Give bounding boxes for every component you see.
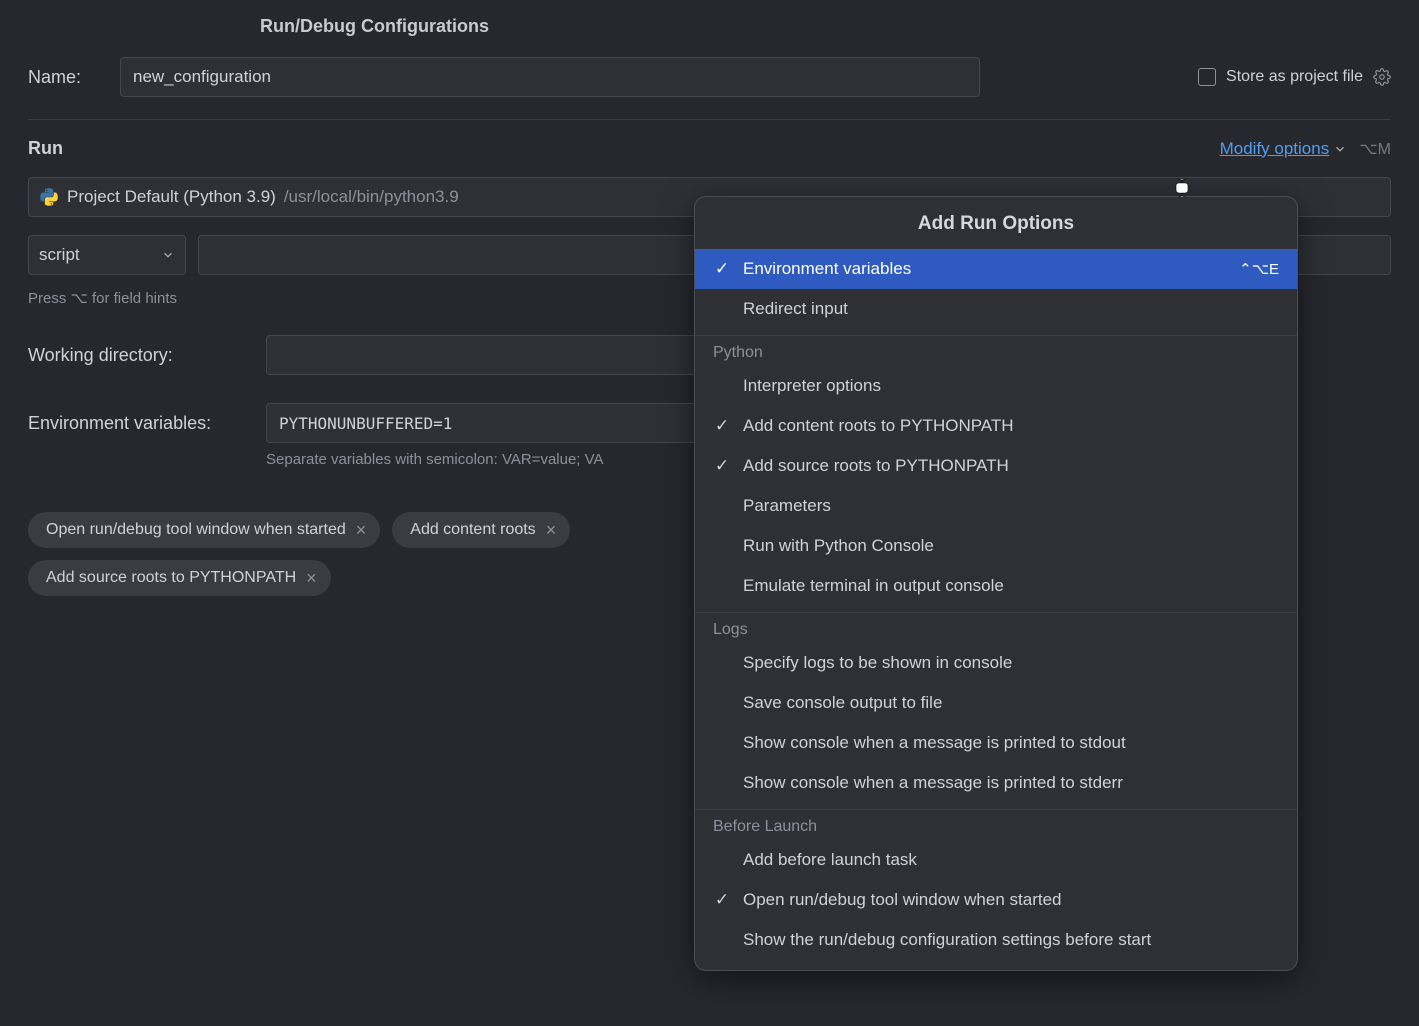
env-vars-label: Environment variables: bbox=[28, 413, 266, 434]
popup-item[interactable]: Show console when a message is printed t… bbox=[695, 723, 1297, 763]
cursor-icon bbox=[1172, 176, 1192, 203]
popup-item-label: Parameters bbox=[743, 496, 831, 516]
script-type-dropdown[interactable]: script bbox=[28, 235, 186, 275]
modify-options-link[interactable]: Modify options bbox=[1220, 139, 1348, 159]
popup-item[interactable]: Run with Python Console bbox=[695, 526, 1297, 566]
chevron-down-icon bbox=[161, 248, 175, 262]
chip-label: Open run/debug tool window when started bbox=[46, 521, 346, 539]
popup-item-label: Save console output to file bbox=[743, 693, 942, 713]
popup-item[interactable]: ✓ Add source roots to PYTHONPATH bbox=[695, 446, 1297, 486]
popup-item-label: Show console when a message is printed t… bbox=[743, 733, 1126, 753]
name-label: Name: bbox=[28, 67, 120, 88]
working-dir-label: Working directory: bbox=[28, 345, 266, 366]
popup-item-label: Specify logs to be shown in console bbox=[743, 653, 1012, 673]
popup-item[interactable]: Add before launch task bbox=[695, 840, 1297, 880]
popup-item-shortcut: ⌃⌥E bbox=[1239, 260, 1279, 278]
env-vars-input[interactable]: PYTHONUNBUFFERED=1 bbox=[266, 403, 706, 443]
working-dir-input[interactable] bbox=[266, 335, 706, 375]
name-input-value: new_configuration bbox=[133, 67, 271, 87]
store-project-label: Store as project file bbox=[1226, 68, 1363, 86]
popup-item[interactable]: Parameters bbox=[695, 486, 1297, 526]
gear-icon[interactable] bbox=[1373, 68, 1391, 86]
popup-item-label: Add source roots to PYTHONPATH bbox=[743, 456, 1009, 476]
name-input[interactable]: new_configuration bbox=[120, 57, 980, 97]
popup-item-label: Add before launch task bbox=[743, 850, 917, 870]
dialog-title: Run/Debug Configurations bbox=[0, 0, 1419, 57]
chip-2[interactable]: Add source roots to PYTHONPATH × bbox=[28, 560, 331, 596]
popup-item[interactable]: Show the run/debug configuration setting… bbox=[695, 920, 1297, 960]
popup-item[interactable]: Interpreter options bbox=[695, 366, 1297, 406]
check-icon: ✓ bbox=[713, 416, 731, 436]
check-icon: ✓ bbox=[713, 259, 731, 279]
popup-item-label: Add content roots to PYTHONPATH bbox=[743, 416, 1014, 436]
chip-label: Add content roots bbox=[410, 521, 535, 539]
check-icon: ✓ bbox=[713, 890, 731, 910]
run-section-title: Run bbox=[28, 138, 63, 159]
chip-1[interactable]: Add content roots × bbox=[392, 512, 570, 548]
popup-item[interactable]: Show console when a message is printed t… bbox=[695, 763, 1297, 803]
separator bbox=[28, 119, 1391, 120]
popup-item[interactable]: Redirect input bbox=[695, 289, 1297, 329]
store-project-checkbox[interactable] bbox=[1198, 68, 1216, 86]
check-icon: ✓ bbox=[713, 456, 731, 476]
popup-item-label: Emulate terminal in output console bbox=[743, 576, 1004, 596]
popup-section-header: Logs bbox=[695, 612, 1297, 643]
env-vars-value: PYTHONUNBUFFERED=1 bbox=[279, 414, 452, 433]
chip-label: Add source roots to PYTHONPATH bbox=[46, 569, 296, 587]
popup-item[interactable]: ✓ Open run/debug tool window when started bbox=[695, 880, 1297, 920]
popup-item[interactable]: Save console output to file bbox=[695, 683, 1297, 723]
popup-item-label: Show console when a message is printed t… bbox=[743, 773, 1123, 793]
popup-section-header: Python bbox=[695, 335, 1297, 366]
popup-item-label: Show the run/debug configuration setting… bbox=[743, 930, 1151, 950]
popup-item[interactable]: ✓ Environment variables ⌃⌥E bbox=[695, 249, 1297, 289]
option-chips: Open run/debug tool window when started ×… bbox=[28, 512, 688, 596]
popup-item-label: Open run/debug tool window when started bbox=[743, 890, 1061, 910]
modify-options-label: Modify options bbox=[1220, 139, 1330, 159]
popup-item-label: Redirect input bbox=[743, 299, 848, 319]
popup-item[interactable]: Specify logs to be shown in console bbox=[695, 643, 1297, 683]
interpreter-name: Project Default (Python 3.9) bbox=[67, 187, 276, 207]
close-icon[interactable]: × bbox=[306, 569, 317, 587]
script-type-label: script bbox=[39, 245, 80, 265]
add-run-options-popup: Add Run Options ✓ Environment variables ⌃⌥… bbox=[694, 196, 1298, 971]
modify-options-shortcut: ⌥M bbox=[1359, 139, 1391, 159]
python-icon bbox=[39, 187, 59, 207]
popup-item-label: Run with Python Console bbox=[743, 536, 934, 556]
interpreter-path: /usr/local/bin/python3.9 bbox=[284, 187, 459, 207]
chevron-down-icon bbox=[1333, 142, 1347, 156]
popup-item-label: Interpreter options bbox=[743, 376, 881, 396]
close-icon[interactable]: × bbox=[546, 521, 557, 539]
popup-title: Add Run Options bbox=[695, 197, 1297, 249]
popup-item[interactable]: ✓ Add content roots to PYTHONPATH bbox=[695, 406, 1297, 446]
popup-item[interactable]: Emulate terminal in output console bbox=[695, 566, 1297, 606]
popup-section-header: Before Launch bbox=[695, 809, 1297, 840]
chip-0[interactable]: Open run/debug tool window when started × bbox=[28, 512, 380, 548]
popup-item-label: Environment variables bbox=[743, 259, 911, 279]
close-icon[interactable]: × bbox=[356, 521, 367, 539]
